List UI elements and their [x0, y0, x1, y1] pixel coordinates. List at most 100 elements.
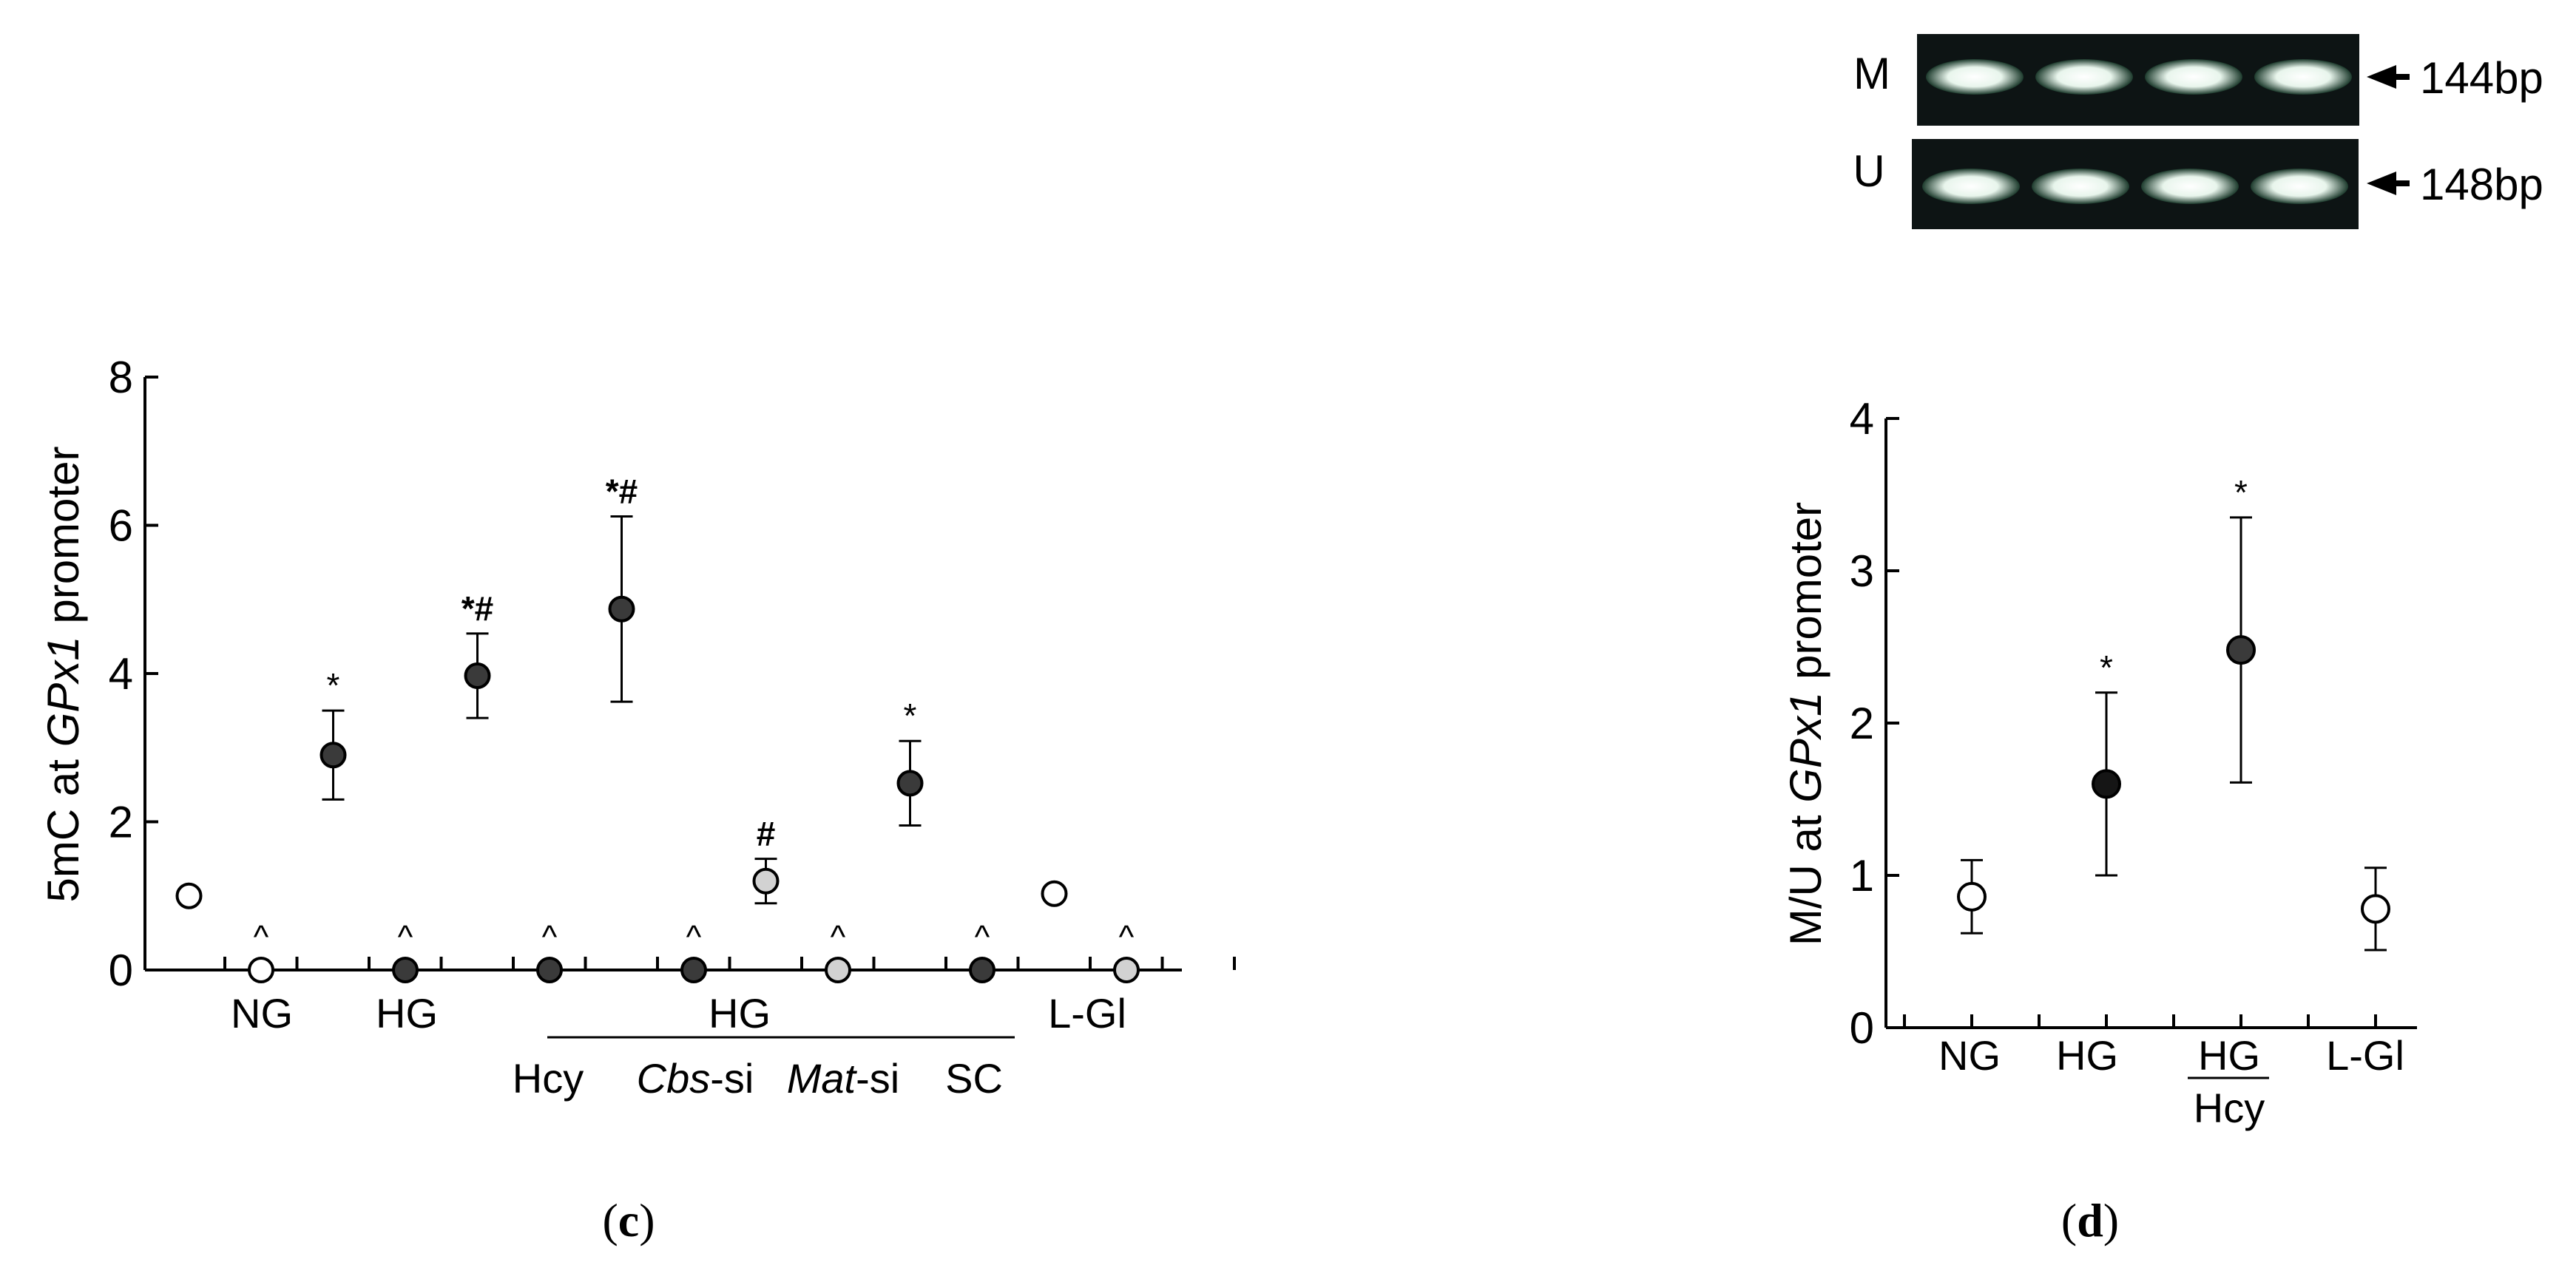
c-data-points: ^ * ^ *# ^ *# ^ # ^ * ^ ^ [175, 472, 1140, 983]
arrow-left-icon-tail [2395, 180, 2410, 186]
c-data-point [896, 770, 924, 797]
c-point-group: ^ [1113, 919, 1140, 983]
c-point-group: # [752, 815, 780, 905]
d-tick-labels: 0 1 2 3 4 [1850, 394, 1874, 1053]
c-data-point [175, 882, 203, 909]
c-tick-labels: 0 2 4 6 8 [109, 353, 133, 995]
d-y-tick-label: 0 [1850, 1003, 1874, 1053]
gel-band [2035, 59, 2133, 95]
c-y-tick-label: 8 [109, 353, 133, 402]
d-point-group [2361, 866, 2390, 952]
c-y-tick-label: 4 [109, 649, 133, 699]
c-data-point [680, 957, 707, 983]
c-category-label-hcy: Hcy [513, 1055, 584, 1102]
chart-d: 0 1 2 3 4 M/U at GPx1 promoter NG HG HG Hcy … [1781, 394, 2417, 1247]
d-point-group: * [2092, 648, 2121, 877]
d-tick-marks [1886, 417, 2377, 1029]
gel-marker-144: 144bp [2367, 53, 2543, 103]
gel-band [2145, 59, 2242, 95]
c-data-point [969, 957, 995, 983]
c-point-group: *# [606, 472, 638, 703]
c-significance-mark: * [327, 666, 340, 705]
d-y-tick-label: 3 [1850, 546, 1874, 596]
c-data-point [248, 957, 274, 983]
c-data-point [825, 957, 851, 983]
d-category-label-ng: NG [1938, 1032, 2001, 1079]
d-point-group: * [2226, 473, 2256, 784]
gel-image: M U 144bp 148bp [1853, 34, 2543, 229]
c-point-group [1041, 880, 1068, 907]
gel-band [2032, 169, 2129, 204]
c-category-label-cbs-si: Cbs-si [637, 1055, 754, 1102]
d-y-tick-label: 1 [1850, 851, 1874, 901]
gel-row-label-u: U [1853, 146, 1884, 196]
c-data-point [464, 662, 491, 690]
gel-row-label-m: M [1853, 49, 1890, 98]
d-point-group [1957, 858, 1987, 935]
gel-size-label-148: 148bp [2420, 160, 2543, 209]
c-data-point [752, 867, 780, 895]
c-category-labels: NG HG HG Hcy Cbs-si Mat-si SC L-Gl [231, 990, 1126, 1102]
gel-band [1926, 59, 2024, 95]
c-data-point [536, 957, 563, 983]
c-point-group: ^ [392, 919, 419, 983]
chart-c: 0 2 4 6 8 5mC at GPx1 promoter NG HG HG Hcy … [38, 353, 1236, 1247]
d-data-point [2092, 769, 2121, 799]
c-y-tick-label: 6 [109, 501, 133, 551]
c-category-label-ng: NG [231, 990, 293, 1037]
d-data-point [2361, 894, 2390, 924]
d-y-tick-label: 2 [1850, 699, 1874, 748]
c-y-tick-label: 2 [109, 798, 133, 847]
c-significance-mark: ^ [975, 919, 990, 955]
d-data-point [2226, 635, 2256, 665]
c-category-label-sc: SC [945, 1055, 1003, 1102]
gel-band [2254, 59, 2352, 95]
d-significance-mark: * [2100, 648, 2113, 687]
c-data-point [1113, 957, 1140, 983]
d-category-sublabel-hcy: Hcy [2194, 1085, 2265, 1131]
d-category-label-l-gl: L-Gl [2326, 1032, 2404, 1079]
d-data-point [1957, 881, 1987, 912]
c-category-label-mat-si: Mat-si [787, 1055, 899, 1102]
gel-band [1922, 169, 2020, 204]
d-y-axis-label: M/U at GPx1 promoter [1781, 502, 1830, 946]
c-tick-marks [145, 376, 1236, 971]
gel-band [2251, 169, 2348, 204]
c-significance-mark: ^ [398, 919, 413, 955]
c-point-group: * [320, 666, 347, 801]
c-data-point [392, 957, 419, 983]
c-point-group: ^ [248, 919, 274, 983]
c-data-point [320, 742, 347, 769]
gel-band [2141, 169, 2239, 204]
c-significance-mark: * [904, 696, 917, 735]
c-point-group: ^ [969, 919, 995, 983]
d-category-labels: NG HG HG Hcy L-Gl [1938, 1032, 2404, 1131]
d-category-label-hg-hcy: HG [2198, 1032, 2260, 1079]
arrow-left-icon [2367, 172, 2396, 195]
c-point-group: ^ [825, 919, 851, 983]
d-data-points: ** [1957, 473, 2390, 952]
arrow-left-icon [2367, 65, 2396, 89]
c-point-group: ^ [680, 919, 707, 983]
c-significance-mark: ^ [254, 919, 269, 955]
c-category-label-hg: HG [376, 990, 438, 1037]
c-y-axis-label: 5mC at GPx1 promoter [38, 447, 88, 903]
gel-marker-148: 148bp [2367, 160, 2543, 209]
gel-size-label-144: 144bp [2420, 53, 2543, 103]
gel-bands [1922, 59, 2352, 204]
c-significance-mark: *# [462, 589, 493, 628]
arrow-left-icon-tail [2395, 74, 2410, 80]
c-y-tick-label: 0 [109, 946, 133, 995]
c-point-group [175, 882, 203, 909]
c-data-point [1041, 880, 1068, 907]
c-panel-label: (c) [602, 1194, 655, 1247]
c-point-group: *# [462, 589, 493, 719]
c-category-label-l-gl: L-Gl [1048, 990, 1126, 1037]
d-significance-mark: * [2234, 473, 2248, 512]
c-significance-mark: ^ [831, 919, 846, 955]
d-category-label-hg: HG [2056, 1032, 2118, 1079]
c-point-group: ^ [536, 919, 563, 983]
c-significance-mark: ^ [686, 919, 702, 955]
c-point-group: * [896, 696, 924, 827]
